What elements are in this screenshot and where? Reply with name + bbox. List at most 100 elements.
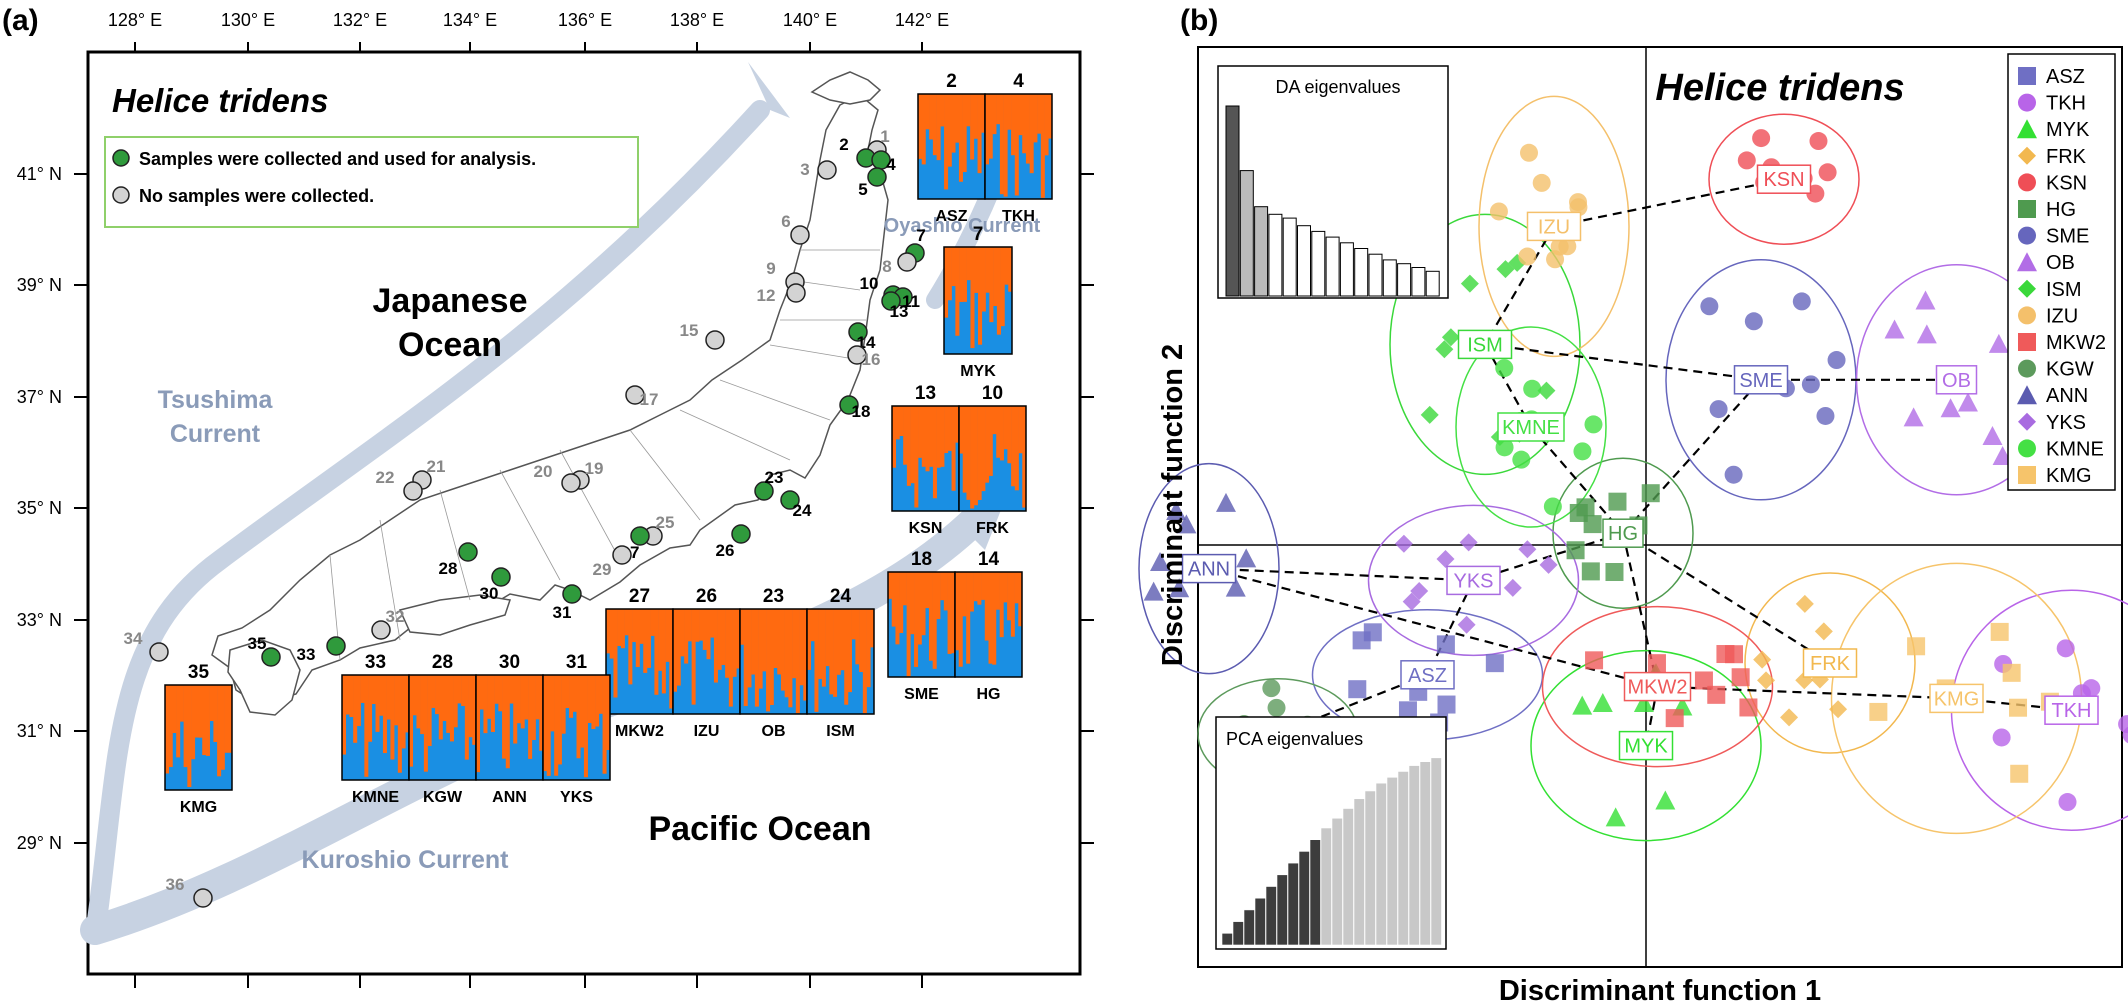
individual-bar <box>176 685 181 758</box>
lat-tick-label: 29° N <box>17 833 62 853</box>
individual-point <box>1957 392 1978 412</box>
individual-bar <box>1025 94 1030 164</box>
individual-bar <box>799 609 804 686</box>
individual-point <box>2018 173 2036 192</box>
individual-bar <box>202 685 207 756</box>
structure-panel-mkw2: 27 MKW2 <box>605 586 674 740</box>
individual-point <box>1573 442 1592 461</box>
individual-bar <box>992 94 997 135</box>
mst-link <box>1484 225 1555 345</box>
lon-tick-label: 140° E <box>783 10 837 30</box>
individual-bar <box>628 609 633 685</box>
site-number-label: 31 <box>553 603 572 622</box>
individual-bar <box>992 572 997 665</box>
individual-point <box>1585 651 1604 670</box>
individual-point <box>1744 312 1763 331</box>
individual-bar <box>565 675 570 709</box>
individual-point <box>1814 622 1833 641</box>
panel-a-letter: (a) <box>2 4 39 37</box>
individual-bar <box>468 675 473 738</box>
collected-site-marker <box>731 524 751 544</box>
individual-bar <box>906 406 911 486</box>
centroid-label-kmne: KMNE <box>1497 412 1565 442</box>
individual-bar <box>951 94 956 153</box>
individual-bar <box>888 572 893 599</box>
legend-entry-ob: OB <box>2017 252 2075 274</box>
structure-population-code: MKW2 <box>615 723 664 740</box>
individual-bar <box>762 609 767 672</box>
pca-eigenvalue-bar <box>1408 765 1420 946</box>
individual-point <box>1496 260 1515 279</box>
legend-entry-label: ANN <box>2046 385 2088 407</box>
uncollected-site-marker <box>149 642 169 662</box>
structure-population-code: KMG <box>180 799 217 816</box>
pca-eigenvalue-bar <box>1320 827 1332 946</box>
mst-link <box>1484 343 1762 381</box>
individual-bar <box>494 675 499 704</box>
da-eigenvalue-bar <box>1411 267 1426 297</box>
not-collected-legend-label: No samples were collected. <box>139 186 374 206</box>
individual-bar <box>932 406 937 499</box>
legend-entry-ism: ISM <box>2018 279 2082 301</box>
uncollected-site-marker <box>705 330 725 350</box>
lat-tick-label: 31° N <box>17 721 62 741</box>
structure-site-number: 2 <box>946 71 957 92</box>
individual-bar <box>706 609 711 660</box>
centroid-label-ob: OB <box>1935 365 1978 395</box>
individual-bar <box>895 572 900 645</box>
pca-eigenvalue-bar <box>1430 757 1442 946</box>
centroid-label-yks: YKS <box>1446 565 1501 596</box>
collected-site-marker <box>458 542 478 562</box>
individual-bar <box>172 685 177 734</box>
individual-point <box>1225 577 1246 597</box>
individual-bar <box>959 247 964 302</box>
individual-bar <box>676 609 681 686</box>
centroid-label-ism: ISM <box>1457 329 1513 360</box>
legend-entry-label: ISM <box>2046 279 2082 301</box>
individual-bar <box>624 609 629 636</box>
individual-bar <box>658 609 663 671</box>
lat-tick-label: 35° N <box>17 498 62 518</box>
collected-site-marker <box>491 567 511 587</box>
individual-point <box>1566 541 1585 560</box>
individual-bar <box>435 675 440 715</box>
individual-bar <box>498 675 503 712</box>
structure-population-code: HG <box>977 686 1001 703</box>
structure-population-code: MYK <box>960 363 996 380</box>
pca-eigenvalue-bar <box>1309 839 1321 946</box>
legend-entry-mkw2: MKW2 <box>2018 332 2106 354</box>
individual-bar <box>947 572 952 654</box>
pca-eigenvalue-bar <box>1364 790 1376 946</box>
centroid-label-myk: MYK <box>1618 730 1674 761</box>
individual-point <box>1605 807 1626 827</box>
individual-point <box>1827 351 1846 370</box>
individual-bar <box>1007 572 1012 621</box>
individual-bar <box>179 685 184 722</box>
lon-tick-label: 138° E <box>670 10 724 30</box>
individual-bar <box>213 685 218 742</box>
legend-entry-label: KSN <box>2046 172 2087 194</box>
individual-point <box>1459 533 1478 552</box>
individual-point <box>2018 93 2036 112</box>
x-axis-label: Discriminant function 1 <box>1499 975 1821 1004</box>
structure-panel-frk: 10 FRK <box>958 383 1027 537</box>
population-centroid-labels: ASZ TKH MYK FRK KSN HG SME OB ISM IZU MKW2 KGW ANN YK… <box>1181 164 2099 761</box>
y-axis-label: Discriminant function 2 <box>1157 344 1189 666</box>
individual-bar <box>1011 94 1016 156</box>
individual-bar <box>602 675 607 774</box>
individual-bar <box>862 609 867 714</box>
pca-eigenvalue-bar <box>1287 862 1299 946</box>
individual-point <box>1495 359 1514 378</box>
individual-bar <box>453 675 458 728</box>
collected-site-marker <box>848 322 868 342</box>
site-number-label: 30 <box>480 584 499 603</box>
individual-point <box>1605 563 1624 582</box>
individual-bar <box>918 94 923 159</box>
panel-a-species-title: Helice tridens <box>112 82 328 119</box>
lon-tick-label: 134° E <box>443 10 497 30</box>
individual-point <box>2018 333 2036 351</box>
individual-bar <box>966 572 971 664</box>
structure-panel-border <box>164 684 233 791</box>
individual-point <box>1884 319 1905 339</box>
site-number-label: 3 <box>800 160 809 179</box>
